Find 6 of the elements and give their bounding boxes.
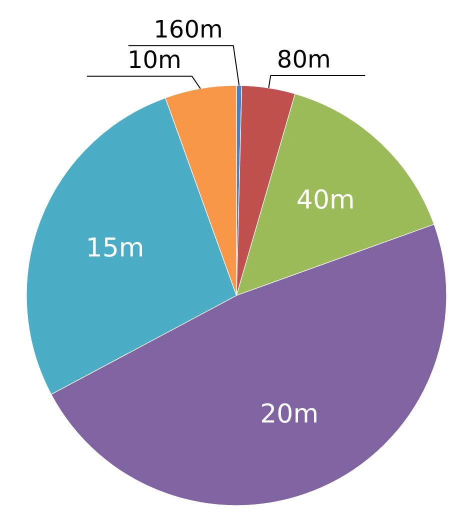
slice-label: 20m: [260, 400, 319, 430]
slice-label: 160m: [154, 16, 223, 44]
slice-label: 10m: [128, 46, 182, 74]
slice-label: 80m: [276, 45, 331, 74]
slice-label: 40m: [296, 186, 355, 216]
slice-label: 15m: [86, 234, 144, 264]
